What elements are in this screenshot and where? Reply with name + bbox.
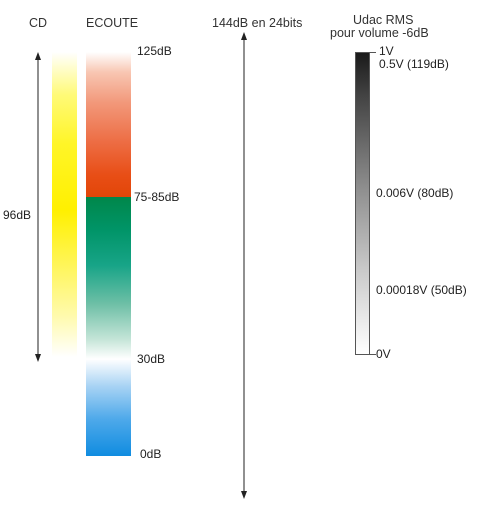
udac-label-0-00018v: 0.00018V (50dB) — [376, 283, 467, 297]
udac-label-0-5v: 0.5V (119dB) — [379, 57, 449, 71]
udac-header-line1: Udac RMS — [353, 13, 414, 27]
ecoute-quiet-zone — [86, 359, 131, 456]
ecoute-label-30db: 30dB — [137, 352, 166, 366]
udac-tick-min — [370, 354, 376, 355]
udac-header-line2: pour volume -6dB — [330, 26, 429, 40]
ecoute-loud-zone — [86, 52, 131, 197]
ecoute-comfort-zone — [86, 197, 131, 359]
bit-depth-header: 144dB en 24bits — [212, 16, 303, 30]
udac-label-0-006v: 0.006V (80dB) — [376, 186, 454, 200]
udac-label-1v: 1V — [379, 44, 394, 58]
cd-range-label: 96dB — [3, 208, 32, 222]
udac-voltage-bar — [355, 52, 370, 355]
ecoute-header: ECOUTE — [86, 16, 139, 30]
udac-tick-max — [370, 52, 376, 53]
cd-dynamic-range-bar — [52, 52, 77, 357]
udac-label-0v: 0V — [376, 347, 391, 361]
bit-depth-range-arrow — [241, 32, 247, 499]
ecoute-label-75-85db: 75-85dB — [134, 190, 180, 204]
cd-header: CD — [29, 16, 48, 30]
ecoute-label-125db: 125dB — [137, 44, 172, 58]
cd-range-arrow — [35, 52, 41, 362]
ecoute-label-0db: 0dB — [140, 447, 162, 461]
